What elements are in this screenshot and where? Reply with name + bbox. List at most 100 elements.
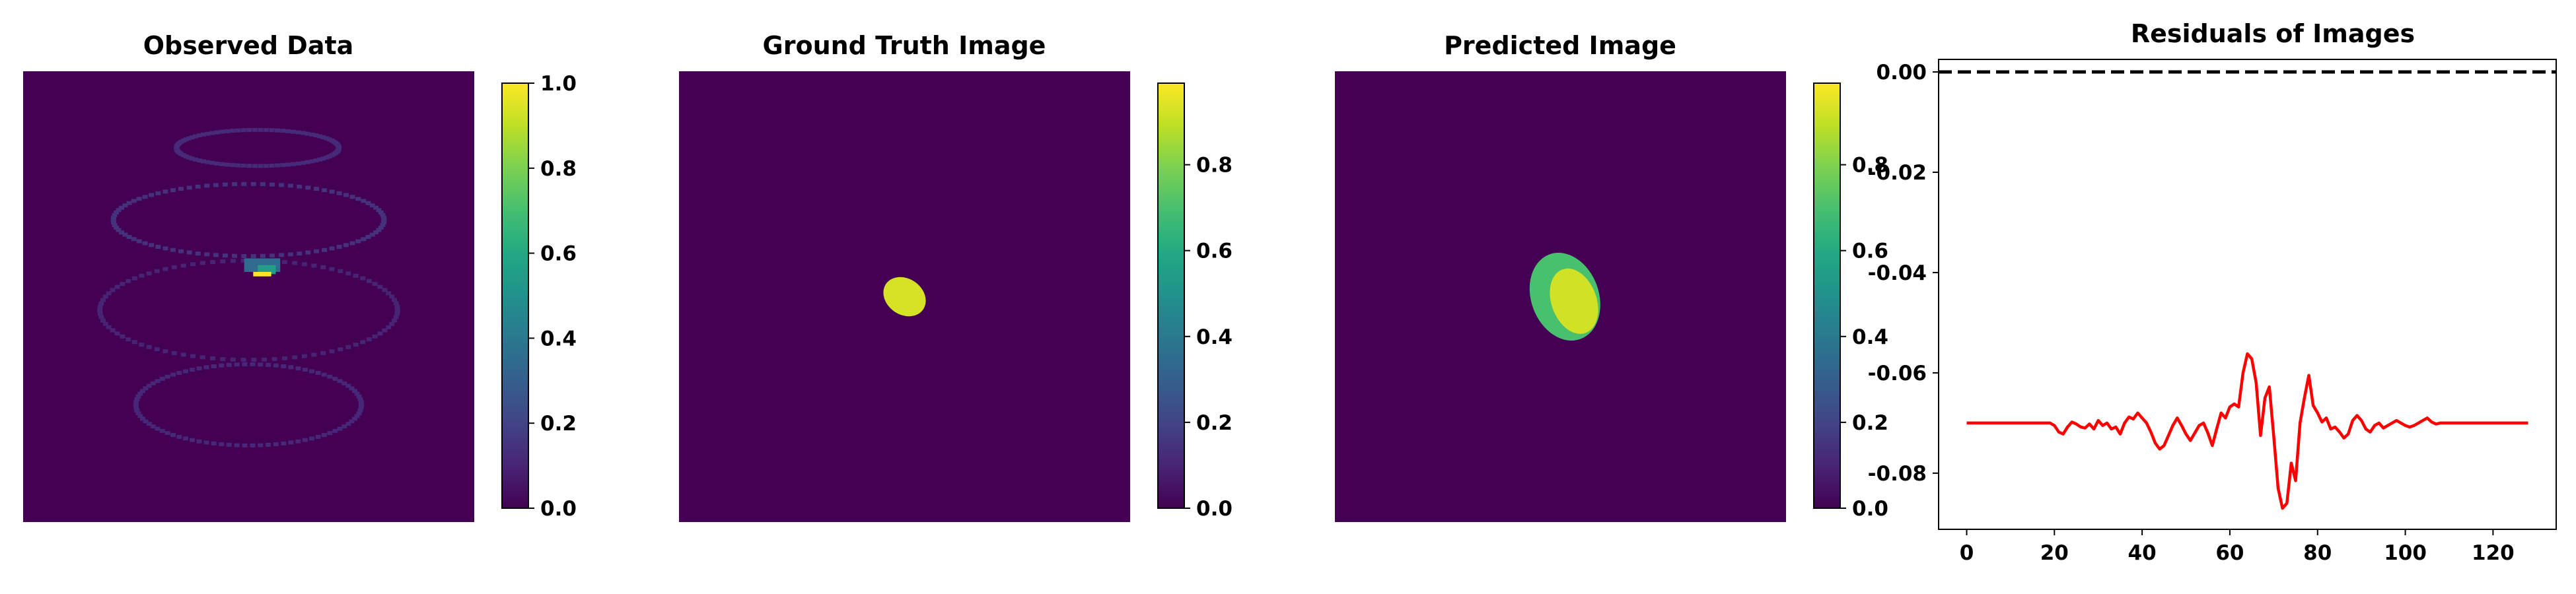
colorbar-tick-label: 0.4 [1852, 325, 1888, 349]
spiral-pixel [200, 132, 206, 137]
spiral-pixel [250, 182, 256, 186]
spiral-pixel [354, 391, 360, 396]
spiral-pixel [266, 362, 271, 367]
spiral-pixel [193, 157, 198, 162]
spiral-pixel [131, 237, 137, 242]
spiral-pixel [320, 265, 326, 269]
plot-frame [1938, 59, 2557, 530]
spiral-pixel [110, 218, 116, 222]
spiral-pixel [120, 334, 125, 339]
spiral-pixel [305, 185, 311, 190]
spiral-pixel [203, 365, 209, 370]
y-tick-label: -0.04 [1868, 261, 1927, 285]
spiral-pixel [111, 220, 117, 225]
spiral-pixel [372, 334, 378, 339]
spiral-pixel [380, 213, 386, 217]
x-tick-label: 120 [2472, 541, 2515, 565]
spiral-pixel [337, 426, 343, 431]
spiral-pixel [380, 220, 386, 225]
spiral-pixel [377, 331, 383, 336]
colorbar-tick-label: 0.0 [540, 497, 577, 521]
spiral-pixel [250, 443, 256, 447]
spiral-pixel [164, 431, 170, 436]
spiral-pixel [119, 205, 124, 210]
panel-ground-truth: Ground Truth Image 0.0 0.2 0.4 0.6 0.8 [679, 31, 1233, 522]
spiral-pixel [354, 414, 360, 418]
spiral-pixel [112, 213, 118, 217]
spiral-pixel [119, 230, 124, 235]
spiral-pixel [305, 250, 311, 255]
spiral-pixel [373, 230, 378, 235]
spiral-pixel [302, 368, 308, 372]
predicted-heatmap [1335, 71, 1786, 522]
spiral-pixel [329, 267, 335, 271]
spiral-pixel [219, 162, 225, 166]
spiral-pixel [378, 225, 384, 230]
observed-data-heatmap [23, 71, 474, 522]
spiral-pixel [102, 321, 108, 326]
spiral-pixel [110, 328, 116, 333]
spiral-pixel [258, 362, 264, 367]
spiral-pixel [122, 203, 128, 208]
spiral-pixel [125, 337, 131, 342]
spiral-pixel [199, 261, 205, 265]
x-tick-label: 0 [1960, 541, 1974, 565]
spiral-pixel [314, 187, 319, 191]
spiral-pixel [114, 225, 120, 230]
spiral-pixel [205, 131, 211, 136]
spiral-pixel [324, 155, 330, 160]
colorbar-gradient [501, 82, 529, 509]
spiral-pixel [321, 372, 327, 377]
spiral-pixel [287, 183, 293, 188]
spiral-pixel [393, 301, 399, 306]
spiral-pixel [300, 131, 306, 135]
spiral-pixel [235, 128, 241, 133]
spiral-pixel [295, 439, 301, 444]
spiral-pixel [311, 263, 317, 268]
spiral-pixel [338, 347, 343, 352]
spiral-pixel [230, 129, 236, 133]
spiral-pixel [170, 433, 176, 438]
spiral-pixel [317, 157, 323, 162]
spiral-pixel [309, 369, 314, 374]
spiral-pixel [225, 162, 231, 167]
spiral-pixel [322, 188, 328, 193]
spiral-pixel [220, 259, 226, 263]
bright-block [253, 271, 271, 277]
spiral-pixel [190, 354, 196, 358]
spiral-pixel [357, 409, 363, 412]
spiral-pixel [211, 441, 217, 446]
spiral-pixel [232, 253, 238, 258]
ground-truth-heatmap [679, 71, 1130, 522]
spiral-pixel [258, 164, 264, 168]
colorbar-tick-label: 0.4 [1196, 325, 1233, 349]
spiral-pixel [269, 253, 275, 258]
spiral-pixel [292, 355, 298, 360]
spiral-pixel [209, 131, 215, 135]
spiral-pixel [250, 254, 256, 258]
spiral-pixel [162, 246, 168, 251]
spiral-pixel [264, 127, 269, 132]
spiral-pixel [112, 223, 118, 227]
spiral-pixel [349, 419, 355, 424]
spiral-pixel [232, 182, 238, 186]
spiral-pixel [136, 239, 142, 244]
spiral-pixel [241, 182, 247, 186]
spiral-pixel [122, 232, 128, 237]
spiral-pixel [336, 245, 342, 249]
spiral-pixel [262, 357, 268, 362]
spiral-pixel [288, 365, 294, 370]
spiral-pixel [190, 262, 196, 267]
spiral-pixel [140, 416, 145, 421]
spiral-pixel [220, 357, 226, 361]
spiral-pixel [274, 163, 280, 168]
colorbar-tick-label: 0.6 [1852, 240, 1888, 263]
spiral-pixel [358, 400, 364, 405]
spiral-pixel [246, 164, 252, 168]
colorbar-tick-label: 0.2 [1196, 411, 1233, 435]
spiral-pixel [309, 132, 315, 137]
spiral-pixel [214, 161, 220, 166]
spiral-pixel [376, 228, 382, 232]
spiral-pixel [349, 195, 355, 199]
spiral-pixel [126, 235, 132, 239]
